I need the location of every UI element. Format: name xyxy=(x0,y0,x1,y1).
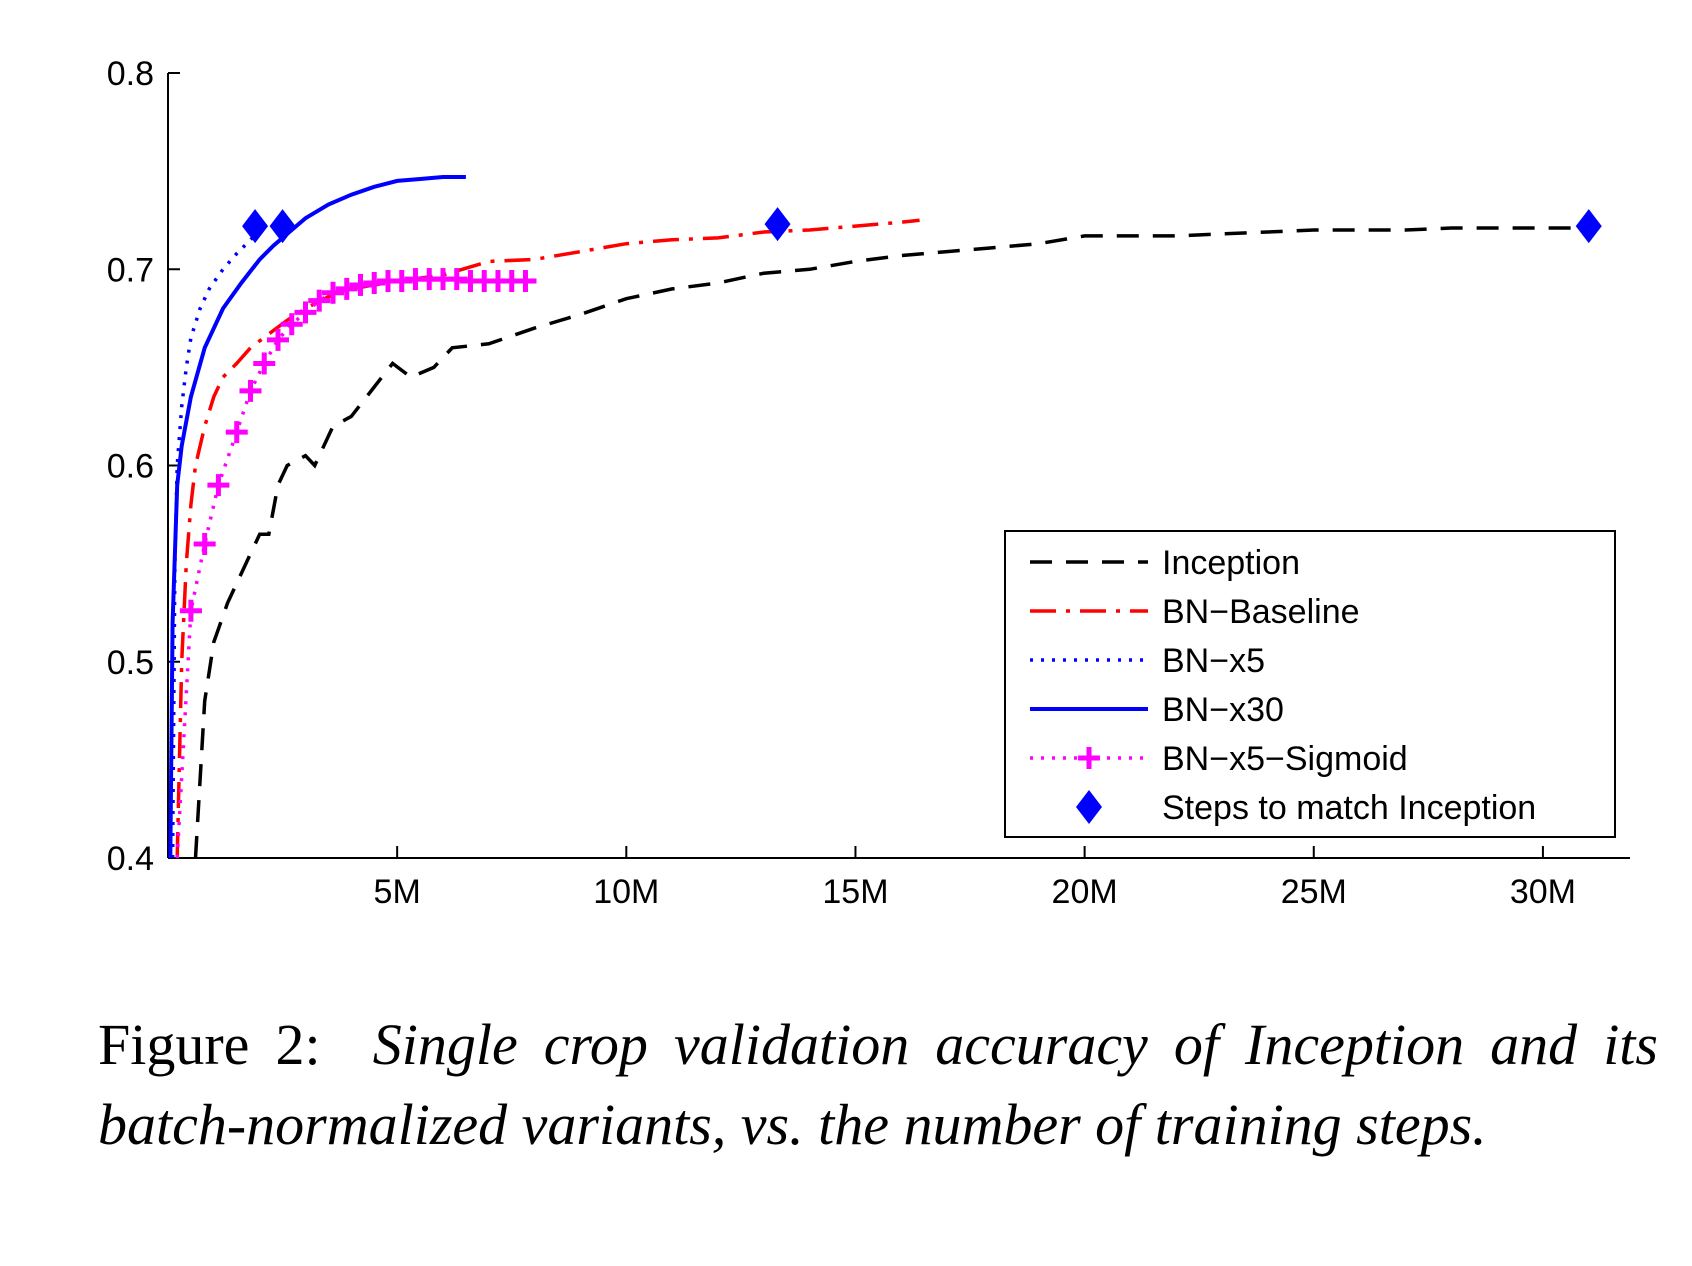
caption-body: Single crop validation accuracy of Incep… xyxy=(98,1012,1658,1157)
data-point xyxy=(242,209,269,244)
series-line xyxy=(193,226,1589,859)
data-point xyxy=(225,421,248,444)
data-point xyxy=(193,533,216,555)
x-tick-label: 5M xyxy=(374,873,421,911)
y-tick-label: 0.6 xyxy=(107,448,154,486)
y-tick-label: 0.8 xyxy=(107,55,154,93)
legend-label: BN−x5−Sigmoid xyxy=(1162,740,1408,778)
series-layer xyxy=(168,175,1602,859)
legend-item: BN−x5 xyxy=(1030,642,1265,680)
legend: Inception BN−Baseline BN−x5 BN−x30 BN−x5−Sig… xyxy=(1004,530,1616,838)
legend-item: BN−Baseline xyxy=(1030,593,1360,631)
data-point xyxy=(179,599,202,622)
series-line xyxy=(175,277,526,859)
legend-item: BN−x5−Sigmoid xyxy=(1030,740,1408,778)
x-tick-label: 30M xyxy=(1510,873,1576,911)
data-point xyxy=(239,379,262,402)
legend-item: BN−x30 xyxy=(1030,691,1284,729)
data-point xyxy=(335,277,358,300)
caption-lead: Figure 2: xyxy=(98,1012,321,1077)
data-point xyxy=(764,207,791,242)
data-point xyxy=(308,289,331,312)
legend-box xyxy=(1004,530,1616,838)
data-point xyxy=(321,281,344,304)
data-point xyxy=(253,352,276,375)
series-line xyxy=(175,218,920,859)
series-5 xyxy=(242,207,1602,244)
data-point xyxy=(280,313,303,336)
data-point xyxy=(1575,209,1602,244)
axes: 5M 10M 15M 20M 25M 30M 0.4 0.5 0.6 0.7 0.8 xyxy=(107,55,1630,911)
legend-marker xyxy=(1076,790,1102,824)
data-point xyxy=(266,328,289,351)
legend-label: Inception xyxy=(1162,544,1300,582)
series-0 xyxy=(193,226,1589,859)
y-tick-label: 0.4 xyxy=(107,840,154,878)
data-point xyxy=(269,209,296,244)
legend-label: BN−x30 xyxy=(1162,691,1284,729)
legend-marker xyxy=(1078,747,1100,769)
x-tick-label: 15M xyxy=(822,873,888,911)
x-tick-label: 10M xyxy=(593,873,659,911)
series-3 xyxy=(168,175,466,859)
data-point xyxy=(514,270,537,293)
legend-label: BN−x5 xyxy=(1162,642,1265,680)
series-4 xyxy=(175,268,537,859)
series-1 xyxy=(175,218,920,859)
data-point xyxy=(207,474,230,497)
series-line xyxy=(168,175,466,859)
x-tick-label: 20M xyxy=(1052,873,1118,911)
figure-caption: Figure 2: Single crop validation accurac… xyxy=(98,1005,1658,1165)
legend-item: Steps to match Inception xyxy=(1076,789,1536,827)
x-tick-label: 25M xyxy=(1281,873,1347,911)
y-tick-label: 0.7 xyxy=(107,251,154,289)
y-tick-label: 0.5 xyxy=(107,644,154,682)
legend-item: Inception xyxy=(1030,544,1300,582)
legend-label: Steps to match Inception xyxy=(1162,789,1536,827)
legend-label: BN−Baseline xyxy=(1162,593,1360,631)
data-point xyxy=(294,301,317,324)
chart: 5M 10M 15M 20M 25M 30M 0.4 0.5 0.6 0.7 0.8 Incepti… xyxy=(107,55,1630,911)
